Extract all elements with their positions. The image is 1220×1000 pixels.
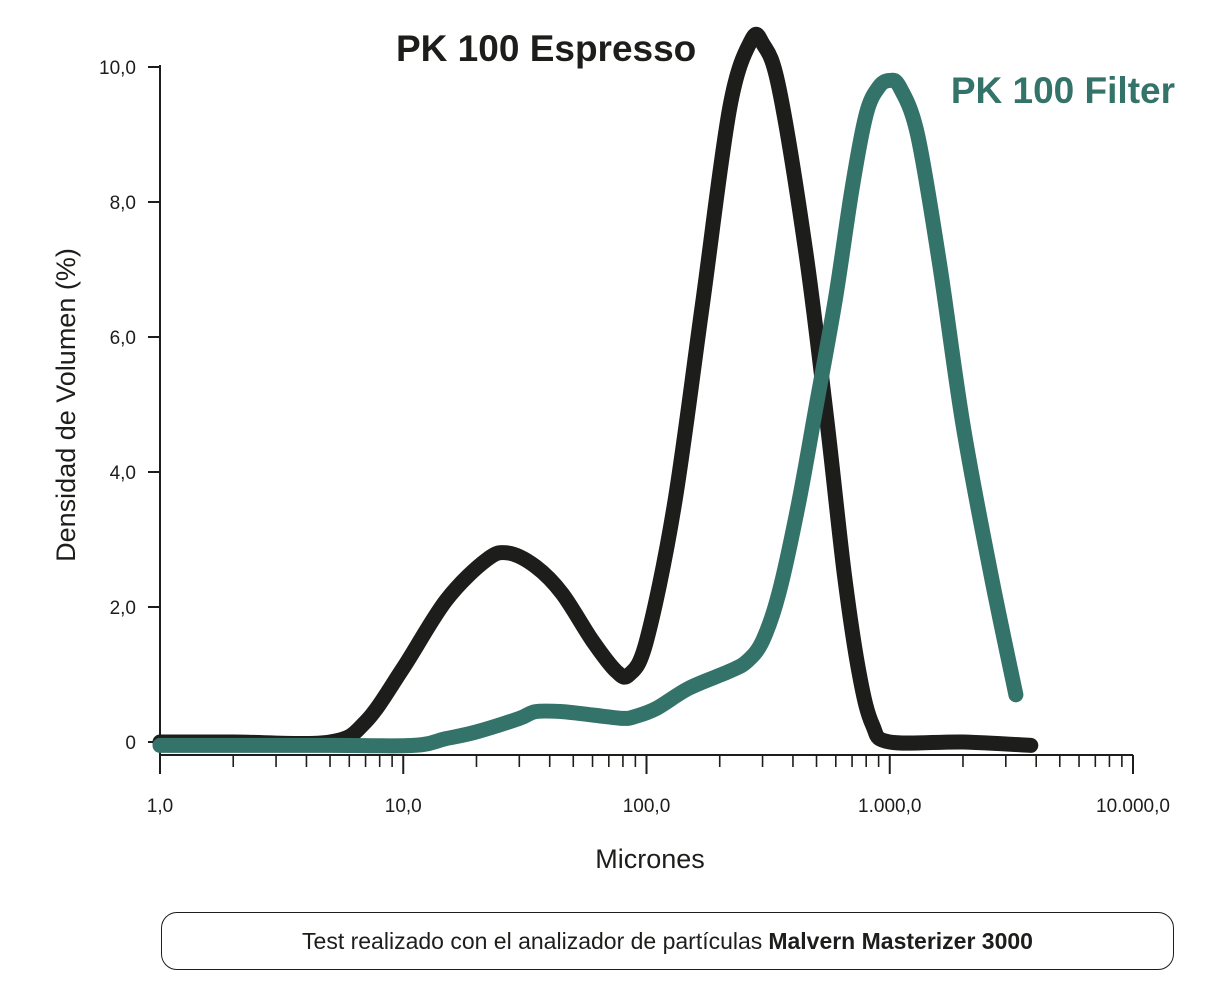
y-tick-label: 0	[125, 733, 136, 754]
x-tick-label: 1.000,0	[858, 796, 921, 817]
series-line-filter	[152, 72, 1024, 754]
series-lines	[152, 26, 1039, 754]
footnote-text: Test realizado con el analizador de part…	[302, 927, 763, 954]
x-tick-label: 1,0	[147, 796, 173, 817]
y-tick-label: 2,0	[110, 598, 136, 619]
x-tick-label: 100,0	[623, 796, 671, 817]
y-tick-label: 4,0	[110, 463, 136, 484]
series-label-espresso: PK 100 Espresso	[396, 28, 696, 69]
ticks: 0 2,0 4,0 6,0 8,0 10,0 1,0 10,0 100,0 1.000,0 10.0…	[99, 58, 1170, 817]
series-line-espresso	[152, 26, 1039, 753]
y-axis-title: Densidad de Volumen (%)	[51, 248, 81, 562]
footnote-instrument: Malvern Masterizer 3000	[768, 927, 1033, 954]
x-axis-title: Micrones	[595, 844, 705, 874]
y-tick-label: 8,0	[110, 193, 136, 214]
x-tick-label: 10.000,0	[1096, 796, 1170, 817]
x-tick-label: 10,0	[385, 796, 422, 817]
footnote-box: Test realizado con el analizador de part…	[161, 912, 1174, 970]
series-label-filter: PK 100 Filter	[951, 70, 1175, 111]
y-tick-label: 6,0	[110, 328, 136, 349]
y-tick-label: 10,0	[99, 58, 136, 79]
